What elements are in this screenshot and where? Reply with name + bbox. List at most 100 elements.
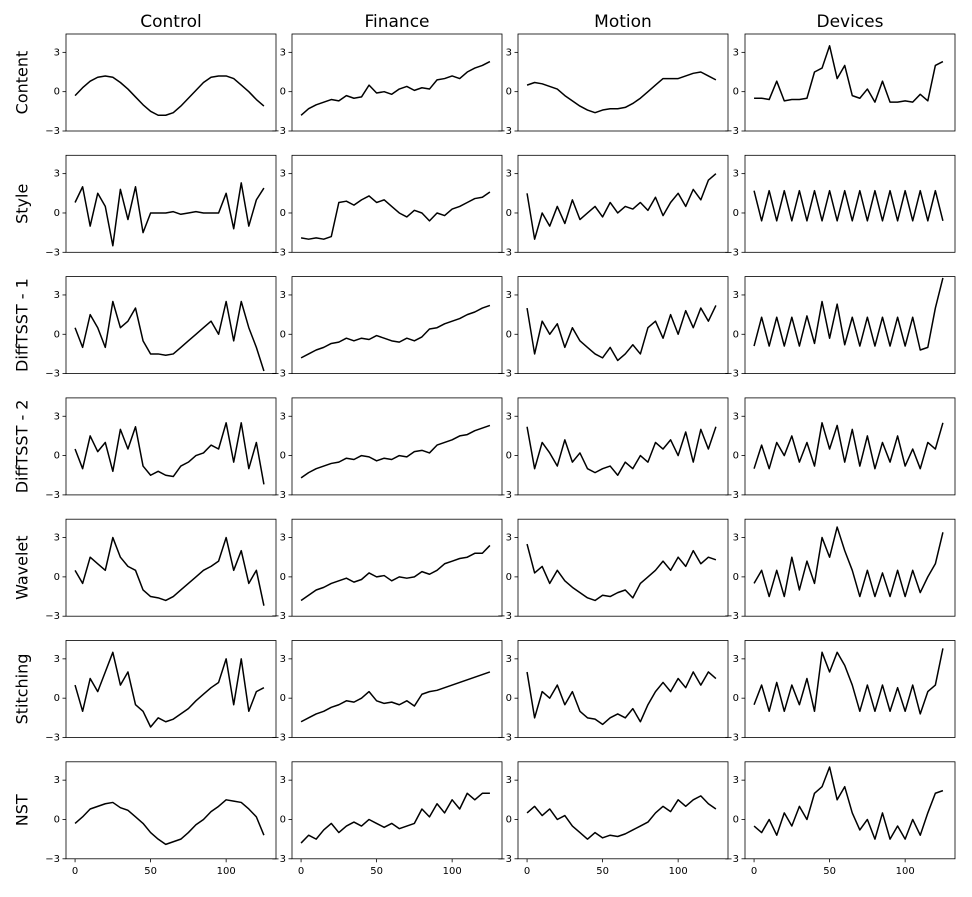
y-tick-label: −3: [45, 490, 60, 501]
y-tick-label: 0: [506, 572, 512, 583]
y-tick-label: 3: [54, 47, 60, 58]
y-tick-label: 0: [54, 451, 60, 462]
panel-frame: [291, 518, 503, 617]
y-tick-label: 3: [733, 290, 739, 301]
y-tick-label: 3: [280, 654, 286, 665]
y-tick-label: 0: [506, 329, 512, 340]
y-tick-label: 0: [506, 693, 512, 704]
y-tick-label: 3: [506, 775, 512, 786]
y-tick-label: −3: [497, 126, 512, 137]
panel-frame: [517, 518, 729, 617]
series-line: [300, 544, 491, 602]
y-tick-label: −3: [724, 126, 739, 137]
y-tick-label: 3: [54, 775, 60, 786]
panel-frame: [65, 397, 277, 496]
panel-frame: [291, 33, 503, 132]
x-tick-label: 50: [823, 866, 836, 877]
y-tick-label: 3: [733, 654, 739, 665]
y-tick-label: 3: [54, 169, 60, 180]
row-label: Style: [13, 184, 32, 224]
y-tick-label: 0: [280, 451, 286, 462]
panel-frame: [65, 761, 277, 860]
x-tick-label: 0: [72, 866, 78, 877]
y-tick-label: −3: [45, 611, 60, 622]
y-tick-label: 3: [506, 169, 512, 180]
panel-frame: [517, 276, 729, 375]
y-tick-label: 3: [54, 533, 60, 544]
y-tick-label: 0: [506, 451, 512, 462]
y-tick-label: 3: [280, 47, 286, 58]
row-label: Content: [13, 51, 32, 115]
x-tick-label: 100: [217, 866, 236, 877]
y-tick-label: 3: [733, 411, 739, 422]
column-title: Control: [140, 12, 201, 32]
y-tick-label: 0: [54, 208, 60, 219]
panel-frame: [744, 33, 956, 132]
panel-frame: [517, 397, 729, 496]
x-tick-label: 0: [524, 866, 530, 877]
y-tick-label: 3: [506, 654, 512, 665]
row-label: NST: [13, 794, 32, 826]
y-tick-label: 3: [733, 775, 739, 786]
x-tick-label: 100: [669, 866, 688, 877]
panel-frame: [65, 33, 277, 132]
series-line: [74, 536, 265, 606]
column-title: Finance: [364, 12, 429, 32]
y-tick-label: 3: [733, 47, 739, 58]
row-label: Wavelet: [13, 535, 32, 599]
panel-frame: [65, 276, 277, 375]
y-tick-label: −3: [271, 490, 286, 501]
y-tick-label: 0: [733, 208, 739, 219]
y-tick-label: 0: [733, 329, 739, 340]
series-line: [753, 526, 944, 598]
series-line: [74, 75, 265, 117]
y-tick-label: 3: [506, 290, 512, 301]
series-line: [526, 305, 717, 362]
panel-frame: [744, 761, 956, 860]
series-line: [300, 424, 491, 479]
x-tick-label: 100: [443, 866, 462, 877]
y-tick-label: 3: [280, 775, 286, 786]
row-label: DiffTSST - 1: [13, 278, 32, 372]
y-tick-label: 0: [280, 87, 286, 98]
series-line: [526, 671, 717, 726]
y-tick-label: 0: [506, 87, 512, 98]
series-line: [526, 71, 717, 114]
series-line: [300, 60, 491, 116]
panel-frame: [744, 276, 956, 375]
y-tick-label: 3: [280, 169, 286, 180]
row-label: DiffTSST - 2: [13, 400, 32, 494]
y-tick-label: −3: [45, 733, 60, 744]
y-tick-label: −3: [724, 733, 739, 744]
series-line: [74, 182, 265, 247]
column-title: Devices: [817, 12, 884, 32]
panel-frame: [65, 518, 277, 617]
y-tick-label: −3: [271, 247, 286, 258]
panel-frame: [744, 397, 956, 496]
panel-frame: [291, 640, 503, 738]
y-tick-label: −3: [497, 733, 512, 744]
y-tick-label: −3: [724, 247, 739, 258]
y-tick-label: 0: [506, 814, 512, 825]
panel-frame: [744, 518, 956, 617]
y-tick-label: −3: [271, 369, 286, 380]
y-tick-label: 3: [54, 290, 60, 301]
panel-frame: [517, 761, 729, 860]
y-tick-label: 0: [54, 693, 60, 704]
series-line: [74, 799, 265, 846]
y-tick-label: 0: [733, 87, 739, 98]
series-line: [754, 45, 944, 103]
y-tick-label: 0: [733, 572, 739, 583]
y-tick-label: −3: [497, 247, 512, 258]
series-line: [300, 792, 490, 844]
series-line: [526, 795, 717, 840]
y-tick-label: 0: [733, 451, 739, 462]
x-tick-label: 100: [896, 866, 915, 877]
y-tick-label: 3: [506, 47, 512, 58]
series-line: [526, 543, 717, 602]
x-tick-label: 50: [596, 866, 609, 877]
y-tick-label: −3: [497, 854, 512, 865]
y-tick-label: 3: [506, 411, 512, 422]
y-tick-label: 0: [733, 814, 739, 825]
